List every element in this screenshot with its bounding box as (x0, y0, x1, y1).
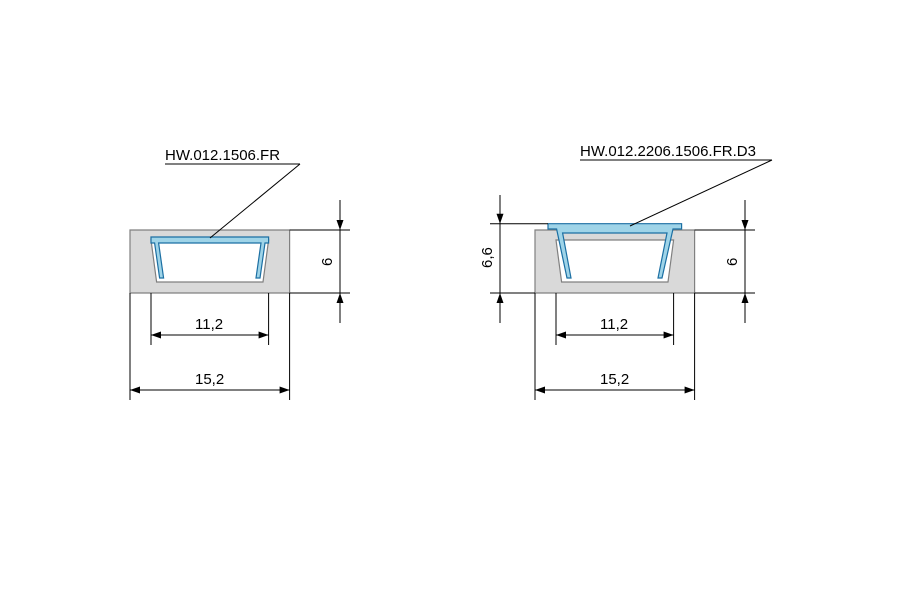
right-dim-inner-width: 11,2 (556, 293, 674, 345)
svg-text:6,6: 6,6 (479, 247, 496, 268)
right-part-label: HW.012.2206.1506.FR.D3 (580, 143, 756, 160)
left-profile-group: HW.012.1506.FR 6 11,2 (130, 147, 350, 400)
left-leader-line (210, 164, 300, 238)
svg-text:6: 6 (319, 258, 336, 266)
right-diffuser (548, 224, 682, 278)
left-dim-inner-width: 11,2 (151, 293, 269, 345)
svg-text:11,2: 11,2 (195, 316, 223, 333)
left-dim-outer-width: 15,2 (130, 293, 290, 400)
right-dim-height: 6 (695, 200, 755, 323)
svg-text:15,2: 15,2 (600, 371, 629, 388)
svg-text:6: 6 (724, 258, 741, 266)
right-profile-group: HW.012.2206.1506.FR.D3 6 6,6 (479, 143, 772, 400)
left-dim-height: 6 (290, 200, 350, 323)
technical-drawing: HW.012.1506.FR 6 11,2 (0, 0, 900, 600)
left-part-label: HW.012.1506.FR (165, 147, 280, 164)
svg-text:11,2: 11,2 (600, 316, 628, 333)
right-dim-outer-width: 15,2 (535, 293, 695, 400)
left-diffuser (151, 237, 269, 278)
right-leader-line (630, 160, 772, 226)
svg-text:15,2: 15,2 (195, 371, 224, 388)
